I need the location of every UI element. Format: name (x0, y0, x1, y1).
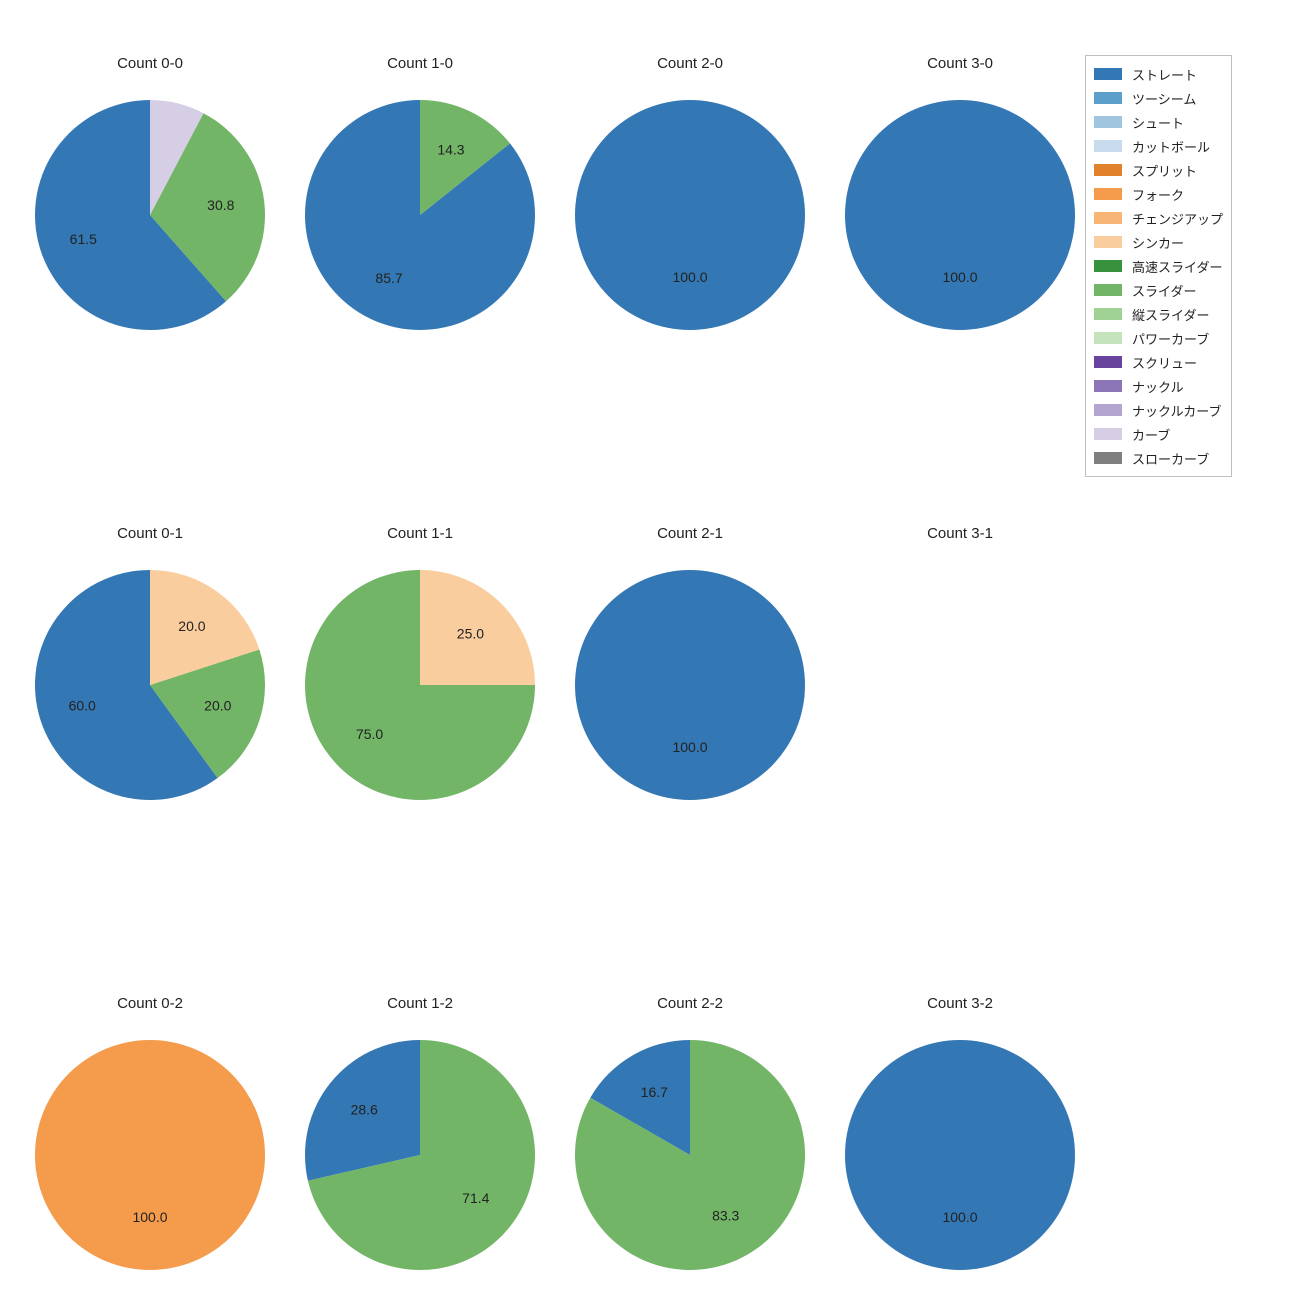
pie-slice (575, 570, 805, 800)
pie-slice-label: 75.0 (356, 726, 383, 742)
legend-label: スローカーブ (1132, 449, 1209, 468)
legend-item: カーブ (1094, 422, 1223, 446)
pie-slice (845, 100, 1075, 330)
pie-chart: 16.7 83.3 (535, 1000, 845, 1310)
legend-label: ナックル (1132, 377, 1184, 396)
legend-item: パワーカーブ (1094, 326, 1223, 350)
legend-swatch (1094, 404, 1122, 416)
pie-slice-label: 61.5 (70, 231, 97, 247)
legend-label: スプリット (1132, 161, 1197, 180)
chart-title: Count 3-1 (845, 525, 1075, 542)
pie-slice-label: 20.0 (178, 618, 205, 634)
legend-swatch (1094, 116, 1122, 128)
pie-slice-label: 14.3 (437, 141, 464, 157)
pie-slice-label: 100.0 (672, 269, 707, 285)
pie-chart: 100.0 (805, 60, 1115, 370)
legend-swatch (1094, 68, 1122, 80)
legend-item: シンカー (1094, 230, 1223, 254)
pie-chart: 100.0 (805, 1000, 1115, 1310)
legend-item: ストレート (1094, 62, 1223, 86)
pie-slice (575, 100, 805, 330)
pie-slice-label: 30.8 (207, 197, 234, 213)
legend-swatch (1094, 356, 1122, 368)
legend: ストレートツーシームシュートカットボールスプリットフォークチェンジアップシンカー… (1085, 55, 1232, 477)
legend-item: スクリュー (1094, 350, 1223, 374)
pie-chart: 75.0 25.0 (265, 530, 575, 840)
pie-slice-label: 60.0 (69, 698, 96, 714)
legend-item: スライダー (1094, 278, 1223, 302)
legend-label: フォーク (1132, 185, 1184, 204)
pie-slice-label: 16.7 (641, 1084, 668, 1100)
legend-item: 縦スライダー (1094, 302, 1223, 326)
pie-chart: 61.5 30.8 (0, 60, 305, 370)
legend-swatch (1094, 308, 1122, 320)
pie-slice-label: 85.7 (375, 270, 402, 286)
legend-label: スライダー (1132, 281, 1196, 300)
pie-slice-label: 25.0 (457, 625, 484, 641)
legend-item: スプリット (1094, 158, 1223, 182)
pie-slice (845, 1040, 1075, 1270)
pie-chart: 100.0 (535, 60, 845, 370)
legend-swatch (1094, 188, 1122, 200)
legend-swatch (1094, 332, 1122, 344)
legend-swatch (1094, 452, 1122, 464)
legend-label: ツーシーム (1132, 89, 1196, 108)
legend-label: シュート (1132, 113, 1184, 132)
legend-swatch (1094, 164, 1122, 176)
pie-slice-label: 100.0 (942, 1209, 977, 1225)
legend-item: ナックル (1094, 374, 1223, 398)
legend-label: ナックルカーブ (1132, 401, 1221, 420)
legend-swatch (1094, 212, 1122, 224)
legend-label: パワーカーブ (1132, 329, 1209, 348)
pie-slice-label: 71.4 (462, 1190, 489, 1206)
pie-slice-label: 83.3 (712, 1207, 739, 1223)
pie-slice-label: 28.6 (351, 1101, 378, 1117)
legend-swatch (1094, 236, 1122, 248)
pie-chart: 85.7 14.3 (265, 60, 575, 370)
legend-swatch (1094, 428, 1122, 440)
legend-label: 高速スライダー (1132, 257, 1222, 276)
pie-slice (35, 1040, 265, 1270)
legend-item: ツーシーム (1094, 86, 1223, 110)
pie-chart: 100.0 (535, 530, 845, 840)
legend-item: 高速スライダー (1094, 254, 1223, 278)
pie-slice-label: 100.0 (672, 739, 707, 755)
legend-item: チェンジアップ (1094, 206, 1223, 230)
legend-swatch (1094, 380, 1122, 392)
pie-slice-label: 100.0 (132, 1209, 167, 1225)
legend-item: カットボール (1094, 134, 1223, 158)
legend-label: ストレート (1132, 65, 1197, 84)
legend-label: 縦スライダー (1132, 305, 1209, 324)
pie-chart: 100.0 (0, 1000, 305, 1310)
legend-item: ナックルカーブ (1094, 398, 1223, 422)
legend-swatch (1094, 284, 1122, 296)
legend-label: スクリュー (1132, 353, 1197, 372)
legend-label: シンカー (1132, 233, 1184, 252)
pie-slice-label: 20.0 (204, 698, 231, 714)
legend-swatch (1094, 140, 1122, 152)
legend-label: チェンジアップ (1132, 209, 1223, 228)
pie-chart: 60.0 20.0 20.0 (0, 530, 305, 840)
legend-swatch (1094, 260, 1122, 272)
legend-label: カーブ (1132, 425, 1170, 444)
pie-chart: 28.6 71.4 (265, 1000, 575, 1310)
legend-label: カットボール (1132, 137, 1210, 156)
legend-item: シュート (1094, 110, 1223, 134)
legend-swatch (1094, 92, 1122, 104)
legend-item: スローカーブ (1094, 446, 1223, 470)
legend-item: フォーク (1094, 182, 1223, 206)
pie-slice-label: 100.0 (942, 269, 977, 285)
